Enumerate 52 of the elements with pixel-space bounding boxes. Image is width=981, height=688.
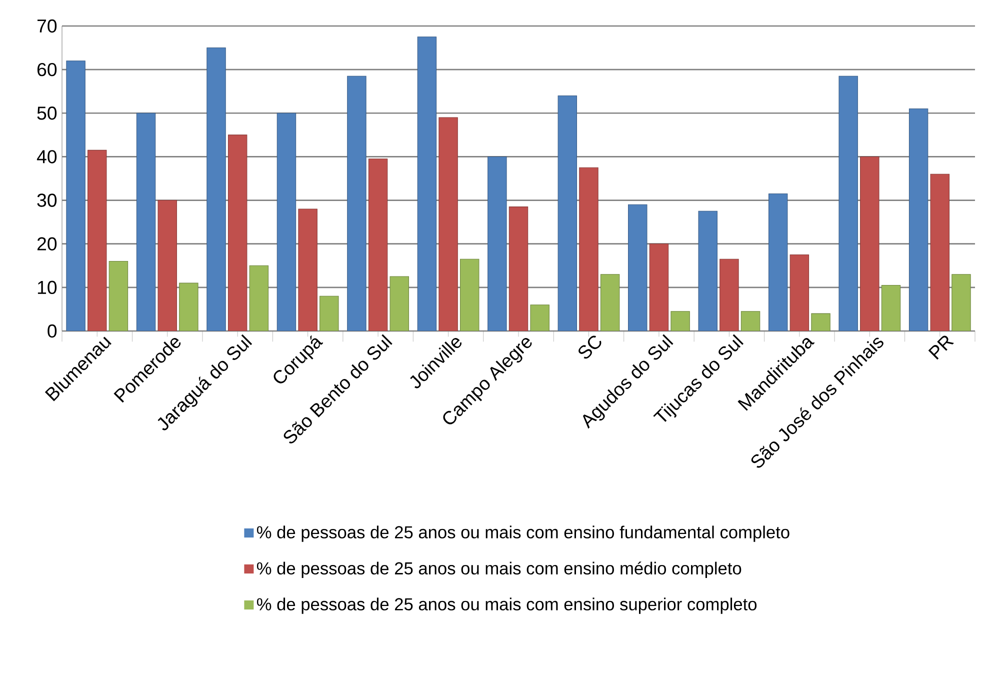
bar xyxy=(768,193,788,331)
bar xyxy=(66,60,86,331)
bar xyxy=(628,204,648,331)
y-tick-label: 70 xyxy=(37,19,57,33)
bar xyxy=(108,261,128,331)
bar xyxy=(881,284,901,331)
bar xyxy=(320,296,339,331)
bar xyxy=(249,265,269,331)
bar xyxy=(390,276,409,331)
bar xyxy=(860,156,880,331)
y-tick-label: 50 xyxy=(37,106,57,120)
bar xyxy=(740,311,760,331)
bar xyxy=(649,244,669,331)
bar xyxy=(558,95,578,331)
bar xyxy=(530,304,550,331)
bar xyxy=(136,112,156,331)
bar xyxy=(438,117,458,331)
bar xyxy=(600,274,620,331)
bar xyxy=(698,210,718,331)
bar xyxy=(930,174,950,331)
bar xyxy=(298,208,318,331)
bar xyxy=(417,36,437,331)
y-tick-label: 20 xyxy=(37,237,57,250)
bar xyxy=(460,258,480,331)
y-tick-label: 10 xyxy=(38,280,57,294)
bar xyxy=(670,311,690,331)
bar xyxy=(206,48,226,331)
x-tick-label: SC xyxy=(578,336,602,359)
bar xyxy=(508,206,528,331)
legend-label: % de pessoas de 25 anos ou mais com ensino superior completo xyxy=(256,598,757,614)
y-tick-label: 40 xyxy=(36,150,57,164)
bar xyxy=(488,156,507,331)
bar xyxy=(579,167,598,331)
bar xyxy=(347,76,366,331)
bar xyxy=(811,313,830,331)
y-tick-label: 30 xyxy=(37,194,57,207)
bar xyxy=(368,158,388,331)
bar xyxy=(952,274,971,331)
y-tick-label: 60 xyxy=(37,62,57,76)
bar xyxy=(720,258,739,331)
bar xyxy=(179,282,198,331)
bar xyxy=(838,76,858,331)
x-tick-label: PR xyxy=(928,336,954,360)
y-tick-label: 0 xyxy=(48,324,57,338)
legend-label: % de pessoas de 25 anos ou mais com ensino fundamental completo xyxy=(256,526,790,542)
bar xyxy=(908,108,928,331)
bar xyxy=(228,134,248,331)
legend-label: % de pessoas de 25 anos ou mais com ensino médio completo xyxy=(256,562,742,578)
bar xyxy=(88,150,107,331)
bar xyxy=(276,112,296,331)
bar xyxy=(790,254,810,331)
bar xyxy=(158,200,177,331)
